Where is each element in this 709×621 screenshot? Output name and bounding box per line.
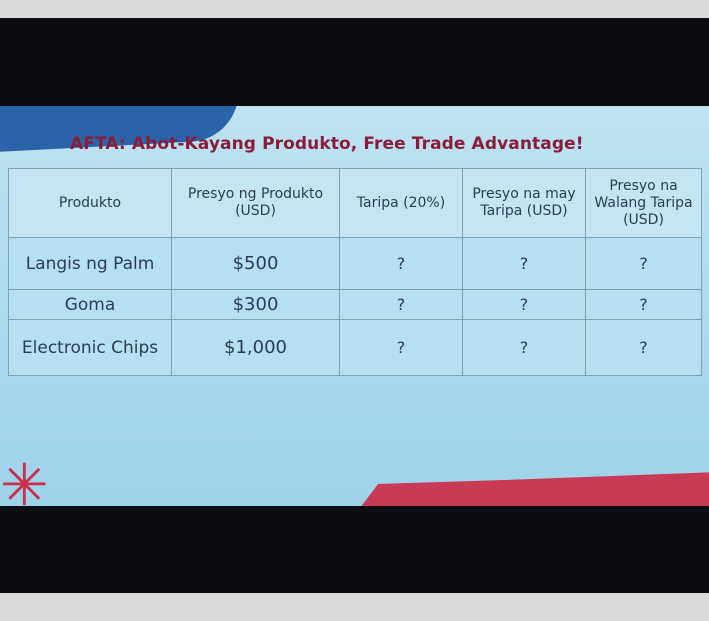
- table-row: Goma $300 ? ? ?: [8, 289, 702, 320]
- cell-presyo: $500: [171, 237, 340, 290]
- cell-produkto: Langis ng Palm: [8, 237, 172, 290]
- slide-title: AFTA: Abot-Kayang Produkto, Free Trade A…: [70, 134, 584, 154]
- slide: AFTA: Abot-Kayang Produkto, Free Trade A…: [0, 106, 709, 506]
- cell-taripa: ?: [339, 289, 463, 320]
- tariff-table: Produkto Presyo ng Produkto (USD) Taripa…: [8, 168, 702, 376]
- cell-walang-taripa: ?: [585, 289, 702, 320]
- cell-presyo: $1,000: [171, 319, 340, 376]
- header-taripa: Taripa (20%): [339, 168, 463, 238]
- cell-produkto: Goma: [8, 289, 172, 320]
- header-may-taripa: Presyo na may Taripa (USD): [462, 168, 586, 238]
- star-icon: ✳: [0, 451, 49, 506]
- table-row: Langis ng Palm $500 ? ? ?: [8, 237, 702, 290]
- cell-may-taripa: ?: [462, 319, 586, 376]
- cell-may-taripa: ?: [462, 289, 586, 320]
- cell-produkto: Electronic Chips: [8, 319, 172, 376]
- header-presyo: Presyo ng Produkto (USD): [171, 168, 340, 238]
- header-produkto: Produkto: [8, 168, 172, 238]
- header-walang-taripa: Presyo na Walang Taripa (USD): [585, 168, 702, 238]
- cell-walang-taripa: ?: [585, 237, 702, 290]
- cell-walang-taripa: ?: [585, 319, 702, 376]
- cell-taripa: ?: [339, 237, 463, 290]
- table-row: Electronic Chips $1,000 ? ? ?: [8, 319, 702, 376]
- cell-presyo: $300: [171, 289, 340, 320]
- cell-taripa: ?: [339, 319, 463, 376]
- decorative-red-band: [360, 472, 709, 506]
- table-header-row: Produkto Presyo ng Produkto (USD) Taripa…: [8, 168, 702, 238]
- cell-may-taripa: ?: [462, 237, 586, 290]
